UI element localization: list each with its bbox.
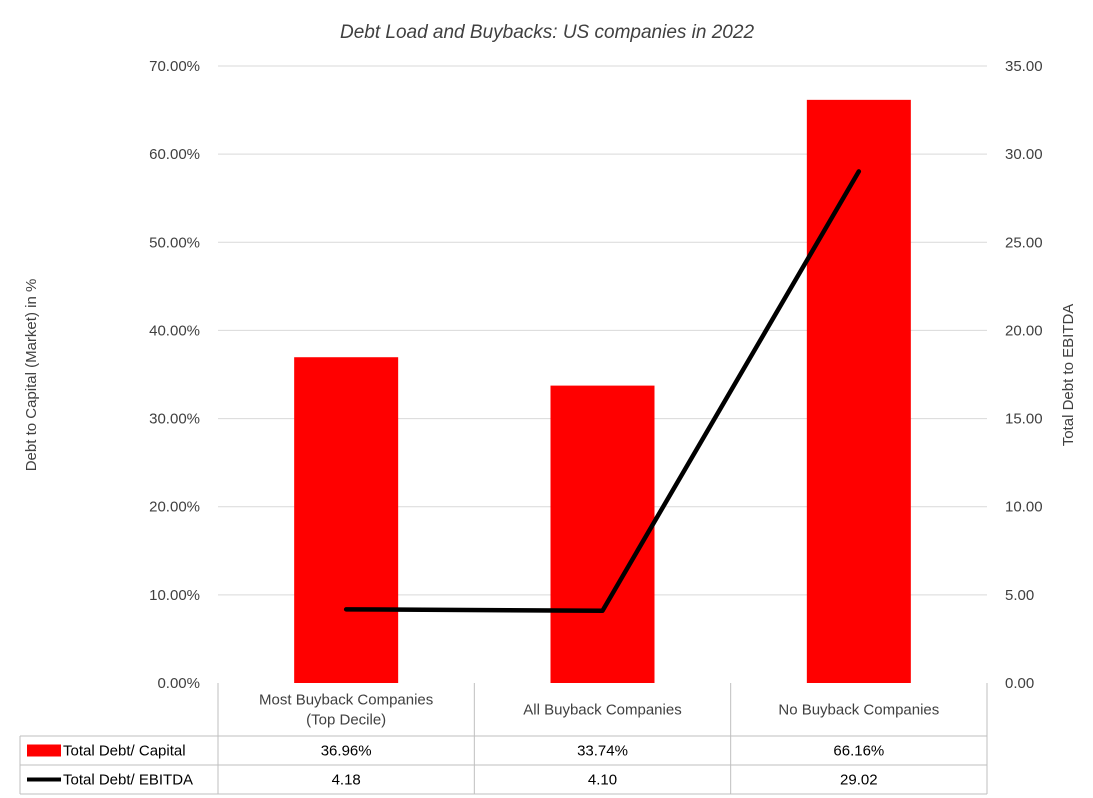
- right-tick-label: 10.00: [1005, 499, 1043, 516]
- bar: [294, 357, 399, 683]
- chart-title: Debt Load and Buybacks: US companies in …: [340, 22, 754, 43]
- category-label: (Top Decile): [306, 712, 386, 729]
- left-tick-label: 30.00%: [149, 411, 200, 428]
- legend-label: Total Debt/ EBITDA: [63, 772, 193, 789]
- data-label: 4.18: [332, 772, 361, 789]
- category-label: No Buyback Companies: [778, 702, 939, 719]
- left-tick-label: 50.00%: [149, 234, 200, 251]
- right-tick-label: 15.00: [1005, 411, 1043, 428]
- data-label: 66.16%: [833, 743, 884, 760]
- bar-series: [294, 99, 911, 683]
- right-tick-label: 5.00: [1005, 587, 1034, 604]
- data-label: 36.96%: [321, 743, 372, 760]
- right-axis-label: Total Debt to EBITDA: [1060, 304, 1077, 447]
- right-tick-label: 35.00: [1005, 58, 1043, 75]
- data-table: Most Buyback Companies (Top Decile) All Bu…: [19, 683, 988, 795]
- right-tick-label: 20.00: [1005, 322, 1043, 339]
- left-axis-ticks: 0.00% 10.00% 20.00% 30.00% 40.00% 50.00% 60.00…: [149, 58, 200, 692]
- bar: [806, 99, 911, 683]
- bar: [550, 385, 655, 683]
- left-tick-label: 10.00%: [149, 587, 200, 604]
- data-label: 29.02: [840, 772, 878, 789]
- data-label: 4.10: [588, 772, 617, 789]
- left-tick-label: 0.00%: [157, 675, 200, 692]
- right-tick-label: 25.00: [1005, 234, 1043, 251]
- left-tick-label: 20.00%: [149, 499, 200, 516]
- left-axis-label: Debt to Capital (Market) in %: [23, 279, 40, 472]
- right-tick-label: 0.00: [1005, 675, 1034, 692]
- legend-label: Total Debt/ Capital: [63, 743, 186, 760]
- left-tick-label: 60.00%: [149, 146, 200, 163]
- data-label: 33.74%: [577, 743, 628, 760]
- legend-key-bar: [27, 744, 61, 757]
- line-series: [343, 169, 862, 613]
- left-tick-label: 40.00%: [149, 322, 200, 339]
- category-label: Most Buyback Companies: [259, 692, 433, 709]
- left-tick-label: 70.00%: [149, 58, 200, 75]
- right-tick-label: 30.00: [1005, 146, 1043, 163]
- category-label: All Buyback Companies: [523, 702, 681, 719]
- right-axis-ticks: 0.00 5.00 10.00 15.00 20.00 25.00 30.00 35.00: [1005, 58, 1043, 692]
